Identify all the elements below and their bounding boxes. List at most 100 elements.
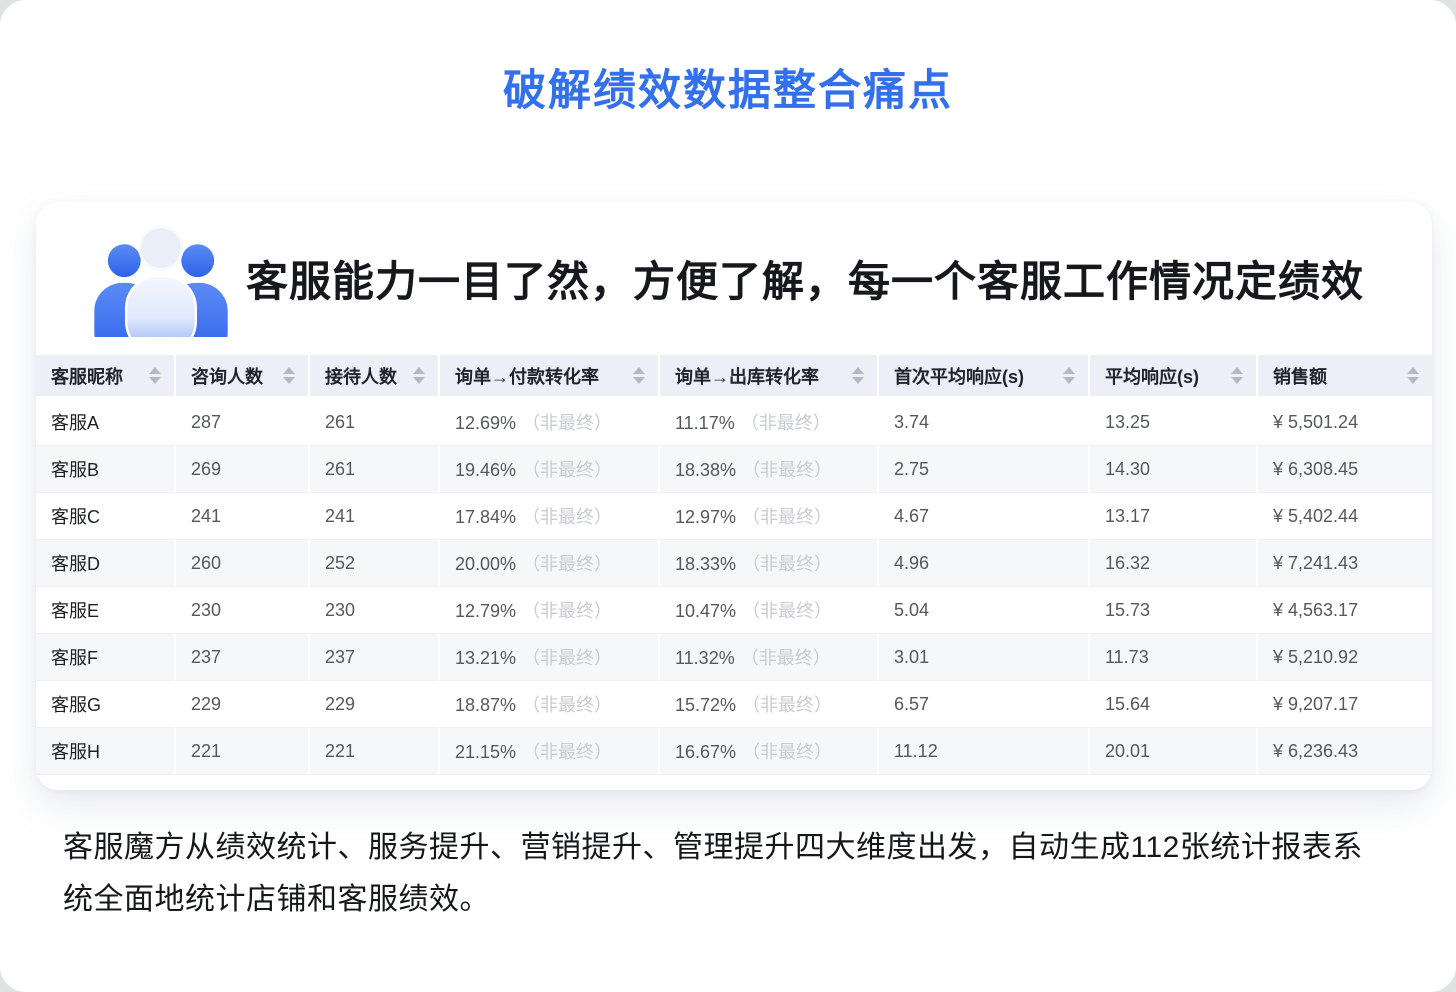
cell-ship_rate: 11.32% （非最终） (660, 634, 879, 681)
cell-first_resp: 4.96 (879, 540, 1090, 587)
cell-sales: ¥ 7,241.43 (1258, 540, 1432, 587)
cell-pay_rate: 12.69% （非最终） (440, 399, 660, 446)
cell-avg_resp: 13.17 (1090, 493, 1258, 540)
column-header-reception[interactable]: 接待人数 (310, 355, 440, 399)
non-final-note: （非最终） (742, 695, 833, 715)
column-label: 询单→出库转化率 (675, 366, 819, 387)
non-final-note: （非最终） (742, 742, 833, 762)
cell-consult: 260 (176, 540, 310, 587)
cell-avg_resp: 15.64 (1090, 681, 1258, 728)
non-final-note: （非最终） (742, 507, 833, 527)
non-final-note: （非最终） (740, 648, 831, 668)
column-header-ship_rate[interactable]: 询单→出库转化率 (660, 355, 879, 399)
cell-reception: 261 (310, 399, 440, 446)
cell-pay_rate: 19.46% （非最终） (440, 446, 660, 493)
column-header-pay_rate[interactable]: 询单→付款转化率 (440, 355, 660, 399)
description: 客服魔方从绩效统计、服务提升、营销提升、管理提升四大维度出发，自动生成112张统… (63, 822, 1438, 926)
cell-sales: ¥ 5,210.92 (1258, 634, 1432, 681)
column-header-avg_resp[interactable]: 平均响应(s) (1090, 355, 1258, 399)
table-row: 客服G 229 229 18.87% （非最终） 15.72% （非最终） 6.57 15.64… (36, 681, 1432, 728)
cell-name: 客服F (36, 634, 176, 681)
sort-icon[interactable] (1063, 367, 1075, 384)
cell-name: 客服G (36, 681, 176, 728)
description-line: 客服魔方从绩效统计、服务提升、营销提升、管理提升四大维度出发，自动生成112张统… (63, 831, 1363, 864)
cell-avg_resp: 20.01 (1090, 728, 1258, 775)
column-header-first_resp[interactable]: 首次平均响应(s) (879, 355, 1090, 399)
performance-table: 客服昵称 咨询人数 接待人数 询单→付款转化率 询单→出库转化率 首次平均响应(s) 平均响… (36, 355, 1432, 790)
column-label: 首次平均响应(s) (894, 366, 1024, 387)
cell-first_resp: 2.75 (879, 446, 1090, 493)
table-row: 客服B 269 261 19.46% （非最终） 18.38% （非最终） 2.75 14.30… (36, 446, 1432, 493)
cell-ship_rate: 15.72% （非最终） (660, 681, 879, 728)
cell-reception: 230 (310, 587, 440, 634)
column-header-name[interactable]: 客服昵称 (36, 355, 176, 399)
table-row: 客服D 260 252 20.00% （非最终） 18.33% （非最终） 4.96 16.32… (36, 540, 1432, 587)
cell-consult: 287 (176, 399, 310, 446)
column-header-sales[interactable]: 销售额 (1258, 355, 1432, 399)
page-title: 破解绩效数据整合痛点 (503, 67, 953, 115)
cell-pay_rate: 21.15% （非最终） (440, 728, 660, 775)
cell-pay_rate: 17.84% （非最终） (440, 493, 660, 540)
non-final-note: （非最终） (522, 742, 613, 762)
cell-pay_rate: 13.21% （非最终） (440, 634, 660, 681)
performance-card: 客服能力一目了然，方便了解，每一个客服工作情况定绩效 客服昵称 咨询人数 接待人数 询… (36, 202, 1432, 790)
cell-ship_rate: 18.33% （非最终） (660, 540, 879, 587)
column-header-consult[interactable]: 咨询人数 (176, 355, 310, 399)
cell-reception: 221 (310, 728, 440, 775)
cell-name: 客服E (36, 587, 176, 634)
table-row: 客服C 241 241 17.84% （非最终） 12.97% （非最终） 4.67 13.17… (36, 493, 1432, 540)
cell-avg_resp: 14.30 (1090, 446, 1258, 493)
non-final-note: （非最终） (742, 601, 833, 621)
non-final-note: （非最终） (742, 460, 833, 480)
column-label: 销售额 (1273, 366, 1327, 387)
cell-first_resp: 5.04 (879, 587, 1090, 634)
cell-pay_rate: 18.87% （非最终） (440, 681, 660, 728)
cell-consult: 230 (176, 587, 310, 634)
cell-name: 客服B (36, 446, 176, 493)
description-line: 统全面地统计店铺和客服绩效。 (63, 883, 490, 916)
cell-ship_rate: 16.67% （非最终） (660, 728, 879, 775)
column-label: 咨询人数 (191, 366, 263, 387)
non-final-note: （非最终） (522, 601, 613, 621)
sort-icon[interactable] (149, 367, 161, 384)
sort-icon[interactable] (852, 367, 864, 384)
table-row: 客服H 221 221 21.15% （非最终） 16.67% （非最终） 11.12 20.0… (36, 728, 1432, 775)
non-final-note: （非最终） (522, 507, 613, 527)
cell-reception: 261 (310, 446, 440, 493)
cell-reception: 241 (310, 493, 440, 540)
cell-avg_resp: 16.32 (1090, 540, 1258, 587)
cell-consult: 221 (176, 728, 310, 775)
non-final-note: （非最终） (742, 554, 833, 574)
sort-icon[interactable] (413, 367, 425, 384)
cell-consult: 229 (176, 681, 310, 728)
column-label: 接待人数 (325, 366, 397, 387)
cell-reception: 237 (310, 634, 440, 681)
cell-sales: ¥ 6,236.43 (1258, 728, 1432, 775)
cell-sales: ¥ 5,402.44 (1258, 493, 1432, 540)
sort-icon[interactable] (283, 367, 295, 384)
cell-sales: ¥ 4,563.17 (1258, 587, 1432, 634)
column-label: 客服昵称 (51, 366, 123, 387)
cell-consult: 237 (176, 634, 310, 681)
cell-reception: 229 (310, 681, 440, 728)
cell-sales: ¥ 6,308.45 (1258, 446, 1432, 493)
cell-sales: ¥ 9,207.17 (1258, 681, 1432, 728)
cell-first_resp: 11.12 (879, 728, 1090, 775)
cell-pay_rate: 12.79% （非最终） (440, 587, 660, 634)
non-final-note: （非最终） (740, 413, 831, 433)
cell-ship_rate: 12.97% （非最终） (660, 493, 879, 540)
table-row: 客服A 287 261 12.69% （非最终） 11.17% （非最终） 3.74 13.25… (36, 399, 1432, 446)
column-label: 平均响应(s) (1105, 366, 1199, 387)
table-row: 客服F 237 237 13.21% （非最终） 11.32% （非最终） 3.01 11.73… (36, 634, 1432, 681)
card-header: 客服能力一目了然，方便了解，每一个客服工作情况定绩效 (36, 202, 1432, 355)
sort-icon[interactable] (1407, 367, 1419, 384)
cell-avg_resp: 11.73 (1090, 634, 1258, 681)
sort-icon[interactable] (633, 367, 645, 384)
cell-name: 客服D (36, 540, 176, 587)
table-row: 客服E 230 230 12.79% （非最终） 10.47% （非最终） 5.04 15.73… (36, 587, 1432, 634)
card-heading: 客服能力一目了然，方便了解，每一个客服工作情况定绩效 (246, 258, 1365, 305)
cell-sales: ¥ 5,501.24 (1258, 399, 1432, 446)
non-final-note: （非最终） (522, 695, 613, 715)
sort-icon[interactable] (1231, 367, 1243, 384)
cell-consult: 269 (176, 446, 310, 493)
